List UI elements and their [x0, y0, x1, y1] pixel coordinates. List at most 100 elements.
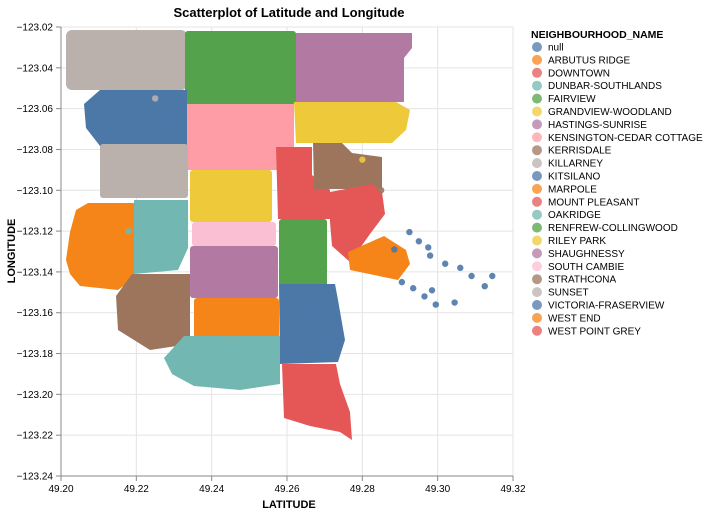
data-point [227, 268, 234, 276]
region-renfrew-collingwood [185, 31, 296, 104]
legend-label: KILLARNEY [548, 159, 603, 170]
region-arbutus-ridge [194, 298, 279, 338]
data-points [95, 54, 496, 418]
y-tick-label: −123.14 [17, 267, 54, 278]
x-tick-label: 49.30 [425, 484, 450, 495]
data-point [125, 74, 132, 82]
region-victoria-fraserview [84, 90, 187, 146]
data-point [125, 227, 132, 235]
legend-symbol [532, 80, 542, 91]
legend-symbol [532, 274, 542, 285]
data-point [370, 95, 377, 102]
data-point [140, 109, 148, 116]
chart-title: Scatterplot of Latitude and Longitude [173, 5, 404, 20]
legend-label: HASTINGS-SUNRISE [548, 120, 647, 131]
data-point [451, 299, 458, 306]
legend-label: KERRISDALE [548, 146, 612, 157]
data-point-regions [66, 30, 412, 440]
legend-label: DUNBAR-SOUTHLANDS [548, 81, 662, 92]
data-point [396, 268, 404, 276]
data-point [302, 176, 310, 184]
legend-label: VICTORIA-FRASERVIEW [548, 301, 665, 312]
data-point [238, 85, 245, 92]
data-point [246, 234, 253, 241]
y-tick-label: −123.24 [17, 472, 54, 483]
region-fairview [279, 219, 327, 287]
data-point [421, 293, 428, 300]
legend-symbol [532, 325, 542, 336]
data-point [359, 176, 366, 184]
region-kerrisdale [116, 274, 190, 350]
legend-symbol [532, 312, 542, 323]
x-axis-title: LATITUDE [262, 499, 316, 511]
y-tick-label: −123.02 [17, 23, 54, 34]
data-point [321, 125, 328, 133]
legend-label: STRATHCONA [548, 275, 616, 286]
region-west-point-grey [282, 364, 352, 440]
data-point [370, 217, 377, 225]
legend-label: MOUNT PLEASANT [548, 197, 640, 208]
region-sunset [100, 144, 188, 198]
data-point [216, 227, 223, 235]
region-kitsilano [279, 284, 345, 364]
legend-label: SUNSET [548, 288, 589, 299]
x-tick-label: 49.22 [124, 484, 149, 495]
legend-symbol [532, 209, 542, 220]
data-point [208, 54, 215, 61]
legend-label: KITSILANO [548, 172, 600, 183]
legend-symbol [532, 248, 542, 259]
y-tick-label: −123.12 [17, 227, 54, 238]
data-point [321, 340, 328, 347]
data-point [391, 246, 398, 253]
y-tick-label: −123.18 [17, 349, 54, 360]
data-point [246, 203, 253, 210]
legend-label: GRANDVIEW-WOODLAND [548, 107, 672, 118]
data-point [163, 319, 170, 327]
data-point [313, 258, 321, 265]
data-point [163, 121, 170, 129]
legend-symbol [532, 42, 542, 52]
data-point [208, 350, 215, 357]
y-axis-title: LONGITUDE [6, 219, 18, 284]
legend-title: NEIGHBOURHOOD_NAME [531, 29, 663, 41]
legend-symbol [532, 261, 542, 272]
legend-label: null [548, 43, 564, 54]
legend-symbol [532, 171, 542, 181]
legend-label: RILEY PARK [548, 236, 606, 247]
y-tick-label: −123.22 [17, 431, 54, 442]
data-point [409, 285, 417, 292]
data-point [148, 248, 155, 255]
legend-symbol [532, 183, 542, 194]
data-point [227, 136, 234, 143]
region-marpole [66, 203, 134, 290]
data-point [216, 187, 223, 194]
legend-symbol [532, 196, 542, 207]
region-south-cambie [192, 222, 276, 246]
data-point [425, 244, 432, 251]
data-point [340, 64, 347, 72]
data-point [151, 95, 159, 102]
data-point [231, 329, 238, 337]
y-tick-label: −123.08 [17, 145, 54, 156]
data-point [144, 299, 151, 306]
legend-symbol [532, 300, 542, 310]
data-point [246, 156, 253, 163]
data-point [227, 370, 234, 378]
y-tick-label: −123.16 [17, 308, 54, 319]
region-strathcona [313, 143, 382, 189]
data-point [377, 187, 385, 194]
legend-symbol [532, 222, 542, 233]
data-point [302, 309, 310, 316]
data-point [208, 315, 215, 323]
legend-symbol [532, 158, 542, 169]
data-point [489, 272, 496, 280]
y-axis: −123.02 −123.04 −123.06 −123.08 −123.10 −123.… [17, 23, 62, 483]
x-tick-label: 49.32 [500, 484, 525, 495]
region-downtown [330, 184, 385, 262]
legend-label: RENFREW-COLLINGWOOD [548, 223, 678, 234]
legend-label: DOWNTOWN [548, 68, 610, 79]
region-oakridge [164, 336, 280, 390]
data-point [246, 278, 253, 286]
data-point [313, 197, 321, 204]
